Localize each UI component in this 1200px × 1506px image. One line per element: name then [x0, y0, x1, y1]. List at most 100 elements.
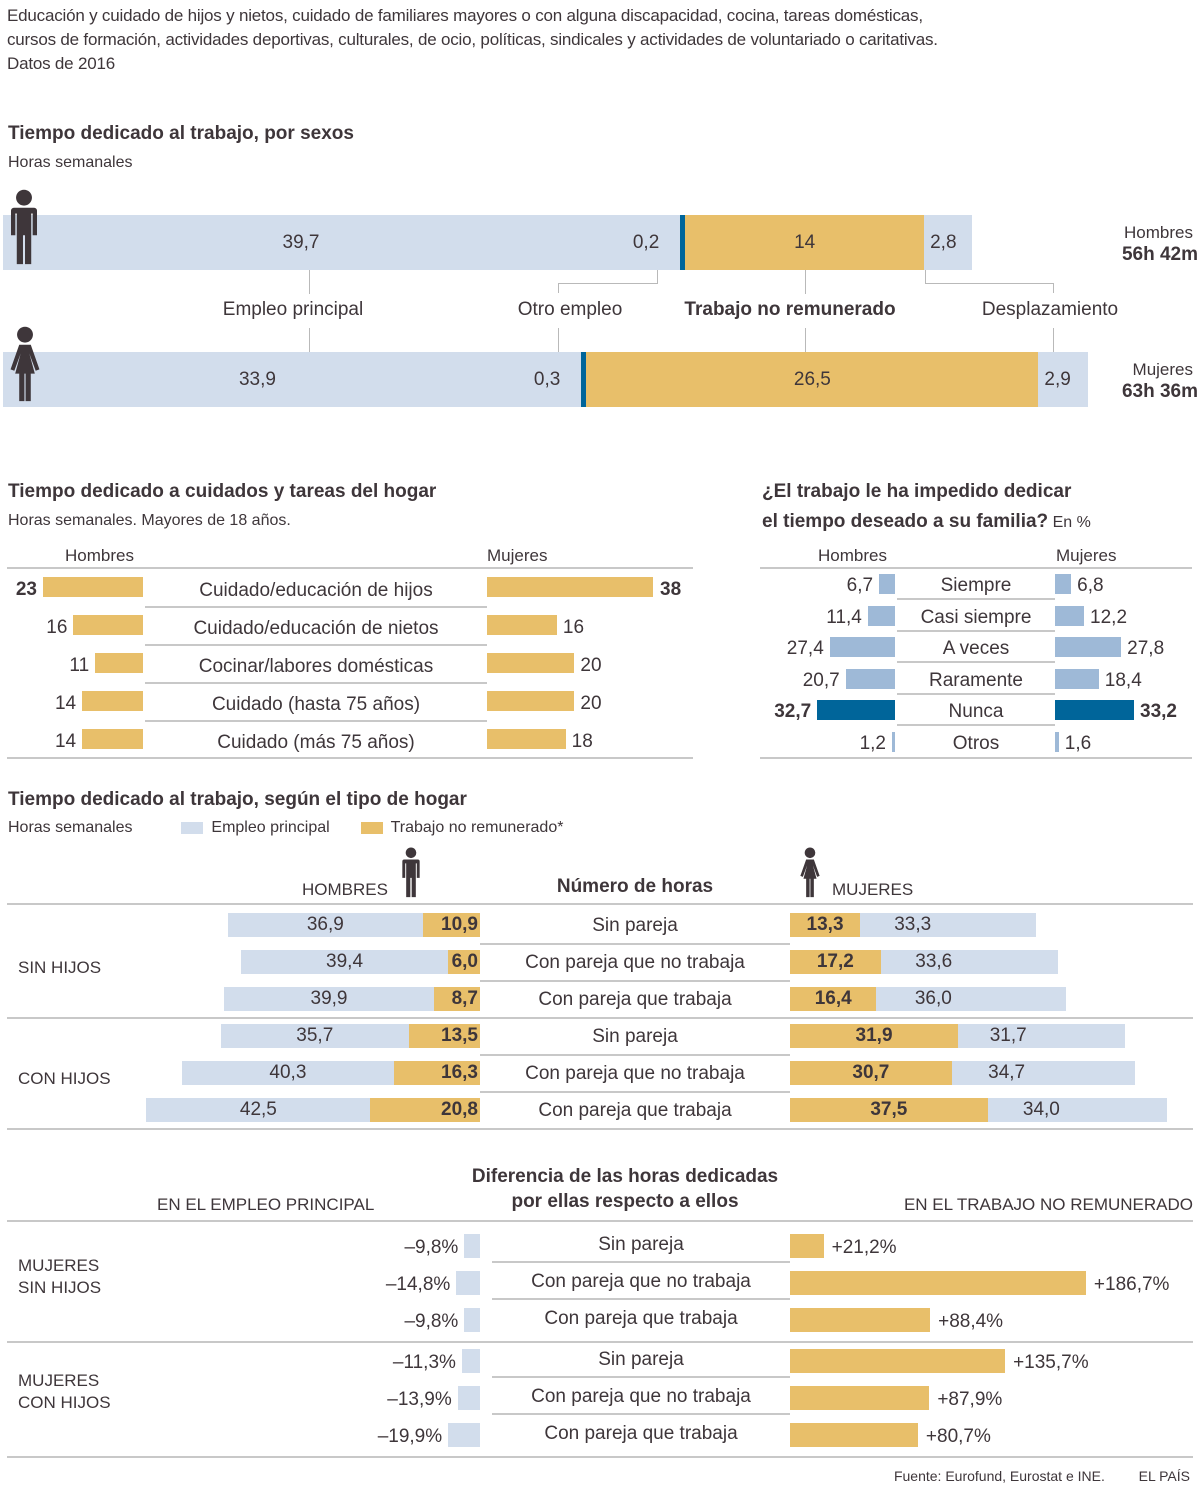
value-hombres-empleo: 42,5	[239, 1099, 277, 1120]
bar-no-remunerado	[790, 1271, 1086, 1295]
value-no-remunerado: +87,9%	[937, 1389, 1003, 1410]
value-hombres: 16	[46, 617, 68, 638]
value-hombres: 27,4	[786, 638, 824, 660]
bar-empleo-principal	[3, 215, 681, 270]
row-divider	[480, 980, 790, 982]
bar-empleo	[456, 1271, 480, 1295]
divider	[7, 903, 1193, 905]
total-label: Hombres	[1124, 223, 1193, 242]
value-mujeres-empleo: 33,6	[915, 951, 953, 972]
bar-hombres-no-remunerado	[394, 1061, 480, 1085]
value-no-remunerado: +21,2%	[831, 1237, 897, 1258]
group-label-line2: SIN HIJOS	[18, 1278, 102, 1297]
row-divider	[492, 1261, 790, 1263]
row-divider	[480, 1054, 790, 1056]
bar-mujeres-empleo	[880, 950, 1058, 974]
value-hombres-no-remunerado: 16,3	[441, 1062, 478, 1083]
legend-label-no-remunerado: Trabajo no remunerado*	[390, 819, 564, 836]
legend-trabajo-no-remunerado: Trabajo no remunerado	[684, 299, 896, 320]
bar-no-remunerado	[790, 1423, 918, 1447]
category-label: Cuidado (más 75 años)	[217, 732, 415, 753]
value-mujeres: 1,6	[1064, 733, 1092, 754]
value-no-remunerado: +88,4%	[938, 1311, 1004, 1332]
category-label: Sin pareja	[592, 915, 678, 936]
column-label-mujeres: MUJERES	[832, 880, 914, 899]
value-label: 33,9	[238, 369, 276, 390]
value-mujeres: 16	[562, 617, 585, 638]
value-hombres-empleo: 36,9	[306, 914, 344, 935]
bar-hombres	[892, 732, 895, 752]
bar-empleo	[448, 1423, 480, 1447]
bar-mujeres	[487, 615, 557, 635]
value-mujeres: 20	[580, 693, 602, 714]
bar-otro-empleo	[680, 215, 686, 270]
bar-mujeres	[487, 729, 566, 749]
value-label: 0,3	[533, 369, 561, 390]
bar-desplazamiento	[1038, 352, 1088, 407]
woman-icon	[799, 847, 821, 899]
value-hombres: 11	[69, 655, 90, 676]
bar-hombres	[82, 729, 143, 749]
value-label: 39,7	[282, 232, 320, 253]
bar-mujeres-empleo	[951, 1061, 1135, 1085]
column-label-hombres: Hombres	[65, 546, 134, 565]
bar-otro-empleo	[581, 352, 587, 407]
value-label: 2,8	[930, 232, 957, 253]
value-hombres-empleo: 40,3	[269, 1062, 307, 1083]
bar-hombres	[73, 615, 143, 635]
divider	[7, 757, 693, 759]
bar-trabajo-no-remunerado	[586, 352, 1039, 407]
bar-hombres-no-remunerado	[370, 1098, 480, 1122]
category-label: Con pareja que no trabaja	[525, 1063, 745, 1084]
category-label: Raramente	[929, 669, 1023, 691]
row-divider	[897, 629, 1055, 632]
leader-line	[558, 328, 559, 352]
category-label: Cuidado/educación de nietos	[193, 618, 439, 639]
category-label: Casi siempre	[920, 606, 1032, 628]
bar-hombres-empleo	[223, 987, 435, 1011]
total-label: Mujeres	[1132, 360, 1193, 379]
leader-line	[925, 283, 1053, 284]
chart5-title-line1: Diferencia de las horas dedicadas	[471, 1166, 779, 1187]
value-mujeres: 18,4	[1104, 669, 1142, 691]
value-mujeres: 6,8	[1077, 575, 1104, 596]
group-label: SIN HIJOS	[18, 958, 102, 977]
intro-line: cursos de formación, actividades deporti…	[7, 30, 938, 49]
bar-hombres-no-remunerado	[408, 1024, 480, 1048]
legend-label-empleo: Empleo principal	[211, 819, 330, 836]
bar-mujeres	[1055, 574, 1072, 594]
row-divider	[145, 606, 487, 608]
leader-line	[1053, 328, 1054, 352]
row-divider	[145, 682, 487, 684]
value-mujeres: 20	[580, 655, 602, 676]
value-mujeres: 27,8	[1127, 638, 1165, 660]
value-hombres: 14	[54, 693, 77, 714]
leader-line	[925, 270, 926, 284]
bar-hombres	[817, 700, 895, 721]
category-label: Con pareja que no trabaja	[525, 952, 745, 973]
footer-brand: EL PAÍS	[1138, 1468, 1190, 1484]
value-empleo: –13,9%	[387, 1389, 452, 1410]
bar-hombres	[867, 605, 895, 626]
bar-mujeres	[1055, 700, 1135, 721]
category-label: Con pareja que trabaja	[538, 1100, 732, 1121]
bar-desplazamiento	[924, 215, 972, 270]
chart3-unit: En %	[1052, 514, 1091, 531]
value-hombres-no-remunerado: 13,5	[441, 1025, 478, 1046]
value-mujeres-empleo: 34,7	[988, 1062, 1026, 1083]
column-label-hombres: HOMBRES	[302, 880, 388, 899]
total-value: 56h 42m	[1121, 244, 1198, 265]
row-divider	[492, 1376, 790, 1378]
bar-hombres	[879, 574, 895, 594]
row-divider	[480, 1091, 790, 1093]
column-label-mujeres: Mujeres	[1056, 546, 1117, 565]
value-label: 14	[794, 232, 816, 253]
row-divider	[492, 1298, 790, 1300]
bar-empleo	[464, 1234, 480, 1258]
footer: Fuente: Eurofund, Eurostat e INE. EL PAÍ…	[894, 1468, 1190, 1484]
chart1-subtitle: Horas semanales	[8, 154, 133, 171]
value-no-remunerado: +135,7%	[1013, 1352, 1089, 1373]
leader-line	[805, 328, 806, 352]
value-mujeres-empleo: 36,0	[914, 988, 952, 1009]
value-hombres: 32,7	[774, 701, 812, 723]
